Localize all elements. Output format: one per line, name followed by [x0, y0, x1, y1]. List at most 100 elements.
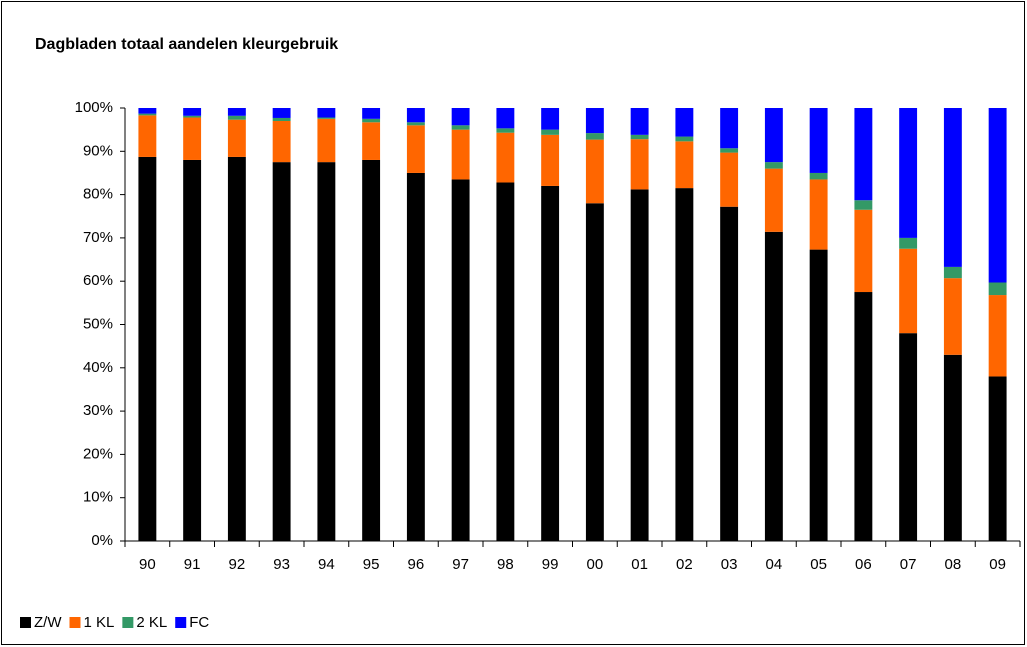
- x-tick-label: 97: [452, 556, 469, 573]
- bar-segment: [988, 295, 1007, 377]
- bar-segment: [227, 156, 246, 541]
- bar-segment: [764, 162, 783, 169]
- bar-segment: [406, 172, 425, 541]
- bar-segment: [585, 139, 604, 204]
- y-tick-label: 70%: [83, 229, 113, 246]
- bar-segment: [362, 108, 381, 119]
- bar-segment: [541, 129, 560, 135]
- bar-segment: [675, 108, 694, 137]
- bar-segment: [541, 108, 560, 130]
- y-tick-label: 10%: [83, 489, 113, 506]
- legend-swatch: [175, 617, 187, 628]
- legend-swatch: [122, 617, 134, 628]
- bar-segment: [138, 108, 157, 114]
- x-tick-label: 95: [363, 556, 380, 573]
- legend-label: 2 KL: [136, 614, 167, 631]
- bar-segment: [406, 122, 425, 126]
- bar-segment: [630, 139, 649, 190]
- bar-segment: [720, 148, 739, 153]
- y-tick-label: 100%: [75, 99, 113, 116]
- bar-segment: [227, 119, 246, 157]
- bar-segment: [496, 108, 515, 129]
- bar-segment: [854, 292, 873, 541]
- x-tick-label: 98: [497, 556, 514, 573]
- legend-label: Z/W: [34, 614, 62, 631]
- bar-segment: [362, 118, 381, 123]
- bar-segment: [854, 108, 873, 201]
- bar-segment: [809, 108, 828, 173]
- x-tick-label: 91: [184, 556, 201, 573]
- bar-segment: [809, 249, 828, 541]
- bar-segment: [585, 133, 604, 140]
- bar-segment: [451, 125, 470, 130]
- bar-segment: [899, 108, 918, 238]
- x-tick-label: 07: [900, 556, 917, 573]
- bar-segment: [899, 237, 918, 249]
- bar-segment: [362, 122, 381, 160]
- bar-segment: [183, 108, 202, 116]
- bar-segment: [183, 115, 202, 118]
- x-tick-label: 02: [676, 556, 693, 573]
- bar-segment: [809, 179, 828, 250]
- bar-segment: [943, 266, 962, 279]
- bar-segment: [317, 118, 336, 163]
- bar-segment: [138, 113, 157, 116]
- bar-segment: [362, 159, 381, 541]
- legend-swatch: [69, 617, 81, 628]
- bar-segment: [675, 141, 694, 189]
- x-tick-label: 92: [229, 556, 246, 573]
- bar-segment: [451, 108, 470, 126]
- y-tick-label: 0%: [91, 532, 113, 549]
- bar-segment: [943, 108, 962, 267]
- x-tick-label: 03: [721, 556, 738, 573]
- bar-segment: [943, 354, 962, 541]
- bar-segment: [720, 206, 739, 541]
- bar-segment: [988, 376, 1007, 541]
- bar-segment: [675, 136, 694, 142]
- bar-segment: [496, 132, 515, 183]
- x-tick-label: 05: [810, 556, 827, 573]
- x-tick-label: 09: [989, 556, 1006, 573]
- bar-segment: [183, 159, 202, 541]
- y-tick-label: 80%: [83, 186, 113, 203]
- bar-segment: [317, 108, 336, 118]
- bar-segment: [988, 282, 1007, 296]
- bar-segment: [854, 200, 873, 210]
- y-tick-label: 50%: [83, 315, 113, 332]
- bar-segment: [496, 128, 515, 133]
- x-tick-label: 94: [318, 556, 335, 573]
- bar-segment: [720, 108, 739, 149]
- legend-label: 1 KL: [84, 614, 115, 631]
- bar-segment: [630, 189, 649, 542]
- bar-segment: [496, 182, 515, 541]
- bar-segment: [943, 278, 962, 355]
- bar-segment: [764, 108, 783, 163]
- y-tick-label: 20%: [83, 445, 113, 462]
- y-tick-label: 40%: [83, 359, 113, 376]
- bar-segment: [764, 231, 783, 541]
- bar-segment: [720, 152, 739, 207]
- bar-segment: [317, 117, 336, 119]
- bar-segment: [272, 162, 291, 541]
- bar-segment: [809, 172, 828, 180]
- bar-segment: [138, 115, 157, 157]
- bar-segment: [406, 108, 425, 123]
- bar-segment: [630, 108, 649, 135]
- bar-segment: [585, 108, 604, 134]
- bar-segment: [138, 156, 157, 541]
- bar-segment: [899, 333, 918, 541]
- bar-segment: [451, 129, 470, 180]
- x-tick-label: 90: [139, 556, 156, 573]
- x-tick-label: 04: [766, 556, 783, 573]
- y-tick-label: 60%: [83, 272, 113, 289]
- bar-segment: [988, 108, 1007, 283]
- chart-title: Dagbladen totaal aandelen kleurgebruik: [35, 36, 338, 53]
- y-tick-label: 90%: [83, 142, 113, 159]
- x-tick-label: 01: [631, 556, 648, 573]
- bar-segment: [272, 117, 291, 121]
- bar-segment: [541, 134, 560, 186]
- x-tick-label: 93: [273, 556, 290, 573]
- bar-segment: [272, 108, 291, 118]
- bar-segment: [675, 188, 694, 542]
